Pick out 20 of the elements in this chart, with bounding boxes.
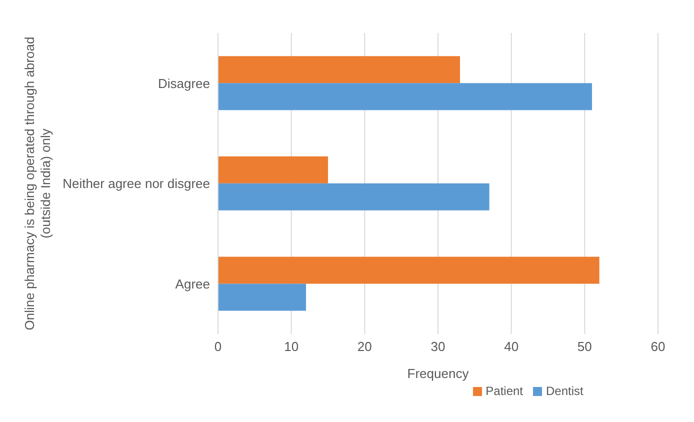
y-tick-label: Disagree xyxy=(158,76,210,91)
x-tick-label: 20 xyxy=(357,339,372,354)
legend-label: Dentist xyxy=(546,384,584,398)
x-tick-label: 0 xyxy=(214,339,222,354)
x-tick-label: 40 xyxy=(504,339,519,354)
bar xyxy=(218,284,306,311)
y-tick-label: Neither agree nor disgree xyxy=(62,176,210,192)
x-tick-label: 30 xyxy=(430,339,446,354)
bar xyxy=(218,156,328,184)
y-axis-title: Online pharmacy is being operated through abroad (outside India) only xyxy=(22,36,53,330)
bar xyxy=(218,256,600,284)
x-tick-label: 60 xyxy=(650,339,666,354)
legend-label: Patient xyxy=(486,384,523,398)
bar xyxy=(218,183,490,210)
x-tick-label: 50 xyxy=(577,339,592,354)
x-tick-label: 10 xyxy=(284,339,299,354)
bar xyxy=(218,56,460,84)
bar xyxy=(218,83,592,110)
x-axis-title: Frequency xyxy=(407,366,470,381)
y-tick-label: Agree xyxy=(175,276,210,292)
